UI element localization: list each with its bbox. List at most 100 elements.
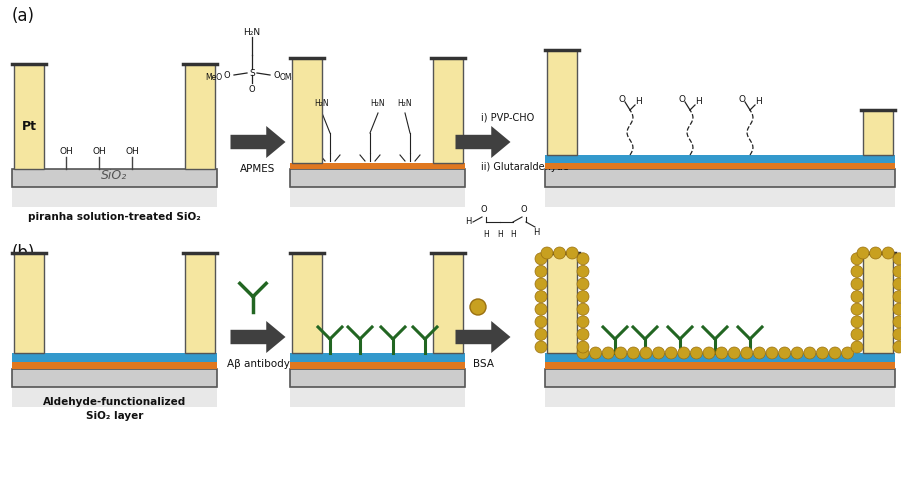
Text: OH: OH bbox=[92, 147, 106, 156]
Text: H₂N: H₂N bbox=[370, 99, 386, 108]
Circle shape bbox=[851, 291, 863, 303]
Circle shape bbox=[893, 291, 901, 303]
Circle shape bbox=[535, 328, 547, 340]
Bar bbox=[433, 253, 463, 353]
Circle shape bbox=[857, 247, 869, 259]
Bar bbox=[545, 353, 895, 362]
Circle shape bbox=[804, 347, 815, 359]
Bar bbox=[12, 187, 217, 207]
Text: H₂N: H₂N bbox=[314, 99, 329, 108]
Circle shape bbox=[678, 347, 690, 359]
Text: H: H bbox=[695, 97, 701, 107]
Circle shape bbox=[778, 347, 790, 359]
Text: O: O bbox=[274, 70, 280, 80]
Circle shape bbox=[535, 253, 547, 265]
Circle shape bbox=[893, 316, 901, 328]
Circle shape bbox=[602, 347, 614, 359]
Bar bbox=[185, 64, 215, 169]
Circle shape bbox=[851, 266, 863, 278]
Circle shape bbox=[535, 341, 547, 353]
Text: H: H bbox=[634, 97, 642, 107]
Bar bbox=[290, 369, 465, 387]
Bar bbox=[290, 387, 465, 407]
Text: S: S bbox=[249, 69, 255, 78]
Circle shape bbox=[893, 266, 901, 278]
Text: H: H bbox=[465, 217, 471, 227]
Bar bbox=[292, 253, 322, 353]
Bar bbox=[545, 387, 895, 407]
Text: (a): (a) bbox=[12, 7, 35, 25]
Text: O: O bbox=[618, 95, 625, 105]
Text: O: O bbox=[481, 205, 487, 214]
Text: OH: OH bbox=[59, 147, 73, 156]
Text: H: H bbox=[755, 97, 761, 107]
Text: piranha solution-treated SiO₂: piranha solution-treated SiO₂ bbox=[28, 212, 201, 222]
Circle shape bbox=[535, 316, 547, 328]
Text: (b): (b) bbox=[12, 244, 35, 262]
Bar bbox=[12, 369, 217, 387]
Circle shape bbox=[791, 347, 803, 359]
Circle shape bbox=[577, 291, 589, 303]
Bar bbox=[545, 369, 895, 387]
Circle shape bbox=[535, 303, 547, 315]
Text: Pt: Pt bbox=[22, 120, 37, 134]
Text: SiO₂: SiO₂ bbox=[102, 169, 128, 182]
Bar bbox=[185, 253, 215, 353]
Bar bbox=[545, 187, 895, 207]
Text: O: O bbox=[521, 205, 527, 214]
Bar bbox=[12, 387, 217, 407]
Circle shape bbox=[715, 347, 728, 359]
Bar bbox=[863, 110, 893, 155]
Bar bbox=[545, 155, 895, 163]
Text: SiO₂ layer: SiO₂ layer bbox=[86, 411, 143, 421]
Bar bbox=[292, 58, 322, 163]
Bar bbox=[290, 362, 465, 369]
Text: H₂N: H₂N bbox=[243, 28, 260, 37]
Text: Aldehyde-functionalized: Aldehyde-functionalized bbox=[43, 397, 187, 407]
Circle shape bbox=[893, 328, 901, 340]
Circle shape bbox=[652, 347, 665, 359]
Circle shape bbox=[766, 347, 778, 359]
Circle shape bbox=[869, 247, 881, 259]
Circle shape bbox=[535, 278, 547, 290]
Bar bbox=[290, 169, 465, 187]
Circle shape bbox=[851, 328, 863, 340]
Bar bbox=[433, 58, 463, 163]
Circle shape bbox=[829, 347, 841, 359]
Polygon shape bbox=[456, 126, 511, 158]
Text: H: H bbox=[483, 230, 489, 239]
Bar bbox=[545, 163, 895, 169]
Bar bbox=[12, 169, 217, 187]
Circle shape bbox=[640, 347, 652, 359]
Polygon shape bbox=[231, 321, 286, 353]
Text: H: H bbox=[497, 230, 503, 239]
Circle shape bbox=[577, 341, 589, 353]
Circle shape bbox=[627, 347, 640, 359]
Text: O: O bbox=[223, 70, 230, 80]
Bar bbox=[14, 64, 44, 169]
Circle shape bbox=[577, 253, 589, 265]
Bar bbox=[545, 362, 895, 369]
Circle shape bbox=[577, 266, 589, 278]
Text: H₂N: H₂N bbox=[397, 99, 413, 108]
Circle shape bbox=[589, 347, 602, 359]
Bar bbox=[290, 353, 465, 362]
Text: OMe: OMe bbox=[280, 72, 297, 81]
Text: BSA: BSA bbox=[472, 359, 494, 369]
Circle shape bbox=[851, 253, 863, 265]
Text: O: O bbox=[678, 95, 686, 105]
Bar bbox=[290, 187, 465, 207]
Circle shape bbox=[577, 278, 589, 290]
Bar bbox=[12, 353, 217, 362]
Circle shape bbox=[614, 347, 627, 359]
Text: MeO: MeO bbox=[205, 72, 222, 81]
Circle shape bbox=[577, 303, 589, 315]
Circle shape bbox=[690, 347, 703, 359]
Circle shape bbox=[842, 347, 853, 359]
Circle shape bbox=[566, 247, 578, 259]
Circle shape bbox=[553, 247, 566, 259]
Circle shape bbox=[535, 266, 547, 278]
Circle shape bbox=[893, 303, 901, 315]
Polygon shape bbox=[456, 321, 511, 353]
Bar bbox=[12, 362, 217, 369]
